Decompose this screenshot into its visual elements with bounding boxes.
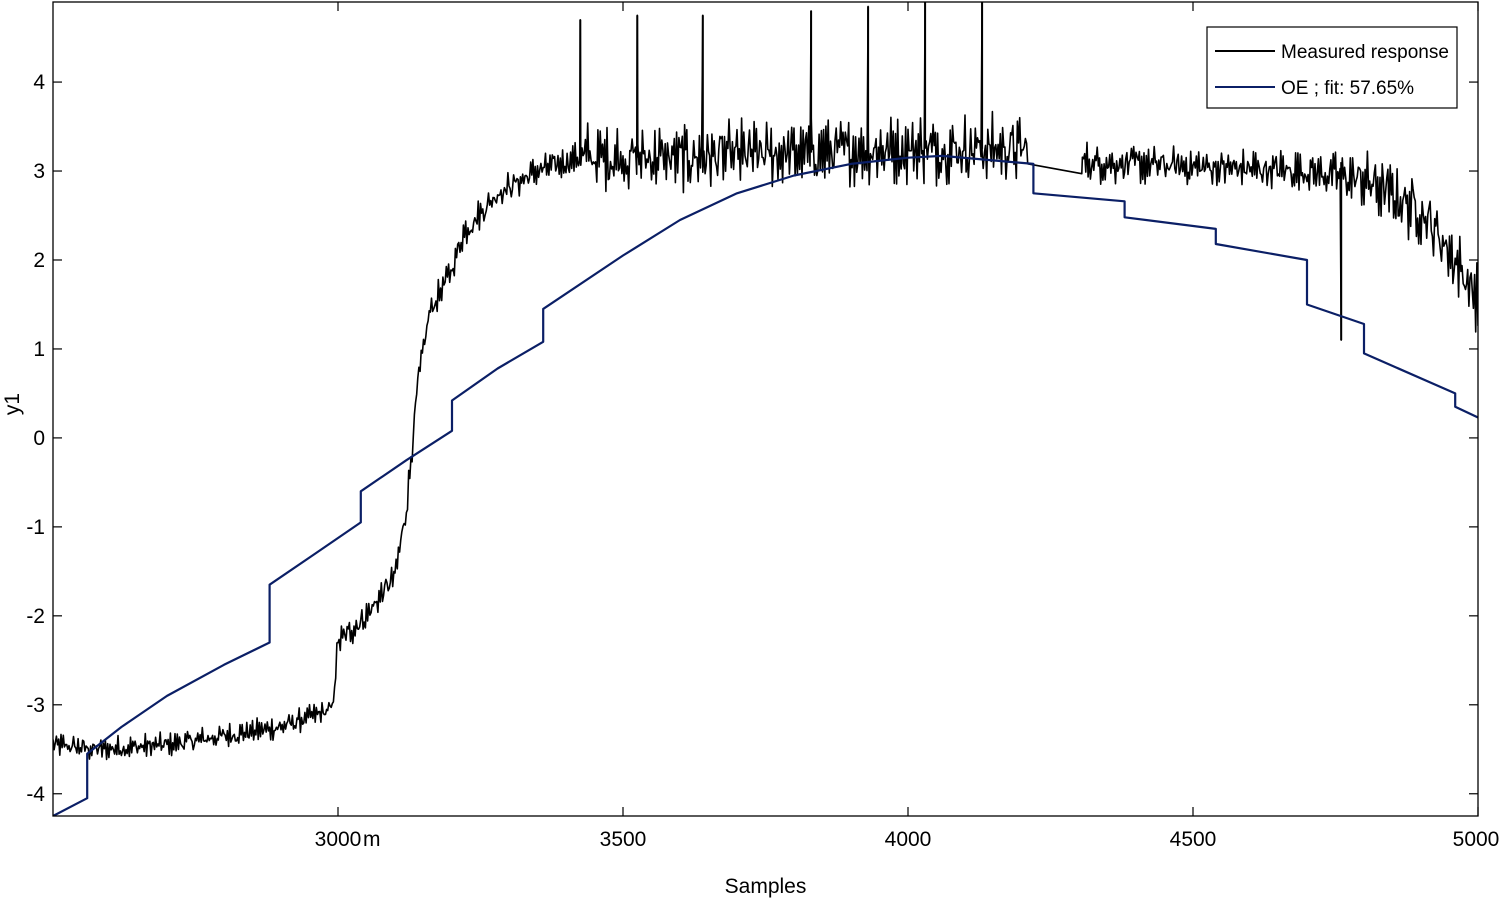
- x-tick-label: 4500: [1170, 828, 1217, 851]
- legend-box: [1206, 26, 1458, 109]
- y-tick-label: -2: [26, 605, 45, 628]
- y-tick-label: -3: [26, 694, 45, 717]
- y-tick-label: 3: [33, 160, 45, 183]
- x-tick-label: 3500: [600, 828, 647, 851]
- legend: Measured response OE ; fit: 57.65%: [1206, 26, 1458, 109]
- y-tick-label: 1: [33, 338, 45, 361]
- series-line-oe-fit: [53, 154, 1478, 816]
- x-tick-label: 4000: [885, 828, 932, 851]
- series-line-measured-response: [53, 2, 1478, 761]
- x-axis-label: Samples: [725, 875, 807, 898]
- y-axis: -4 -3 -2 -1 0 1 2 3 4: [26, 71, 1478, 806]
- legend-label-oe-fit: OE ; fit: 57.65%: [1281, 78, 1414, 99]
- axes-box: [52, 1, 1479, 817]
- y-axis-label: y1: [1, 393, 24, 415]
- y-tick-label: 4: [33, 71, 45, 94]
- x-tick-suffix: m: [363, 828, 381, 851]
- y-tick-label: 0: [33, 427, 45, 450]
- x-axis: 3000 3500 4000 4500 5000 m: [315, 2, 1500, 851]
- legend-label-measured-response: Measured response: [1281, 42, 1449, 63]
- x-tick-label: 3000: [315, 828, 362, 851]
- series-layer: [53, 2, 1478, 816]
- y-tick-label: -1: [26, 516, 45, 539]
- x-tick-label: 5000: [1453, 828, 1500, 851]
- y-tick-label: 2: [33, 249, 45, 272]
- y-tick-label: -4: [26, 783, 45, 806]
